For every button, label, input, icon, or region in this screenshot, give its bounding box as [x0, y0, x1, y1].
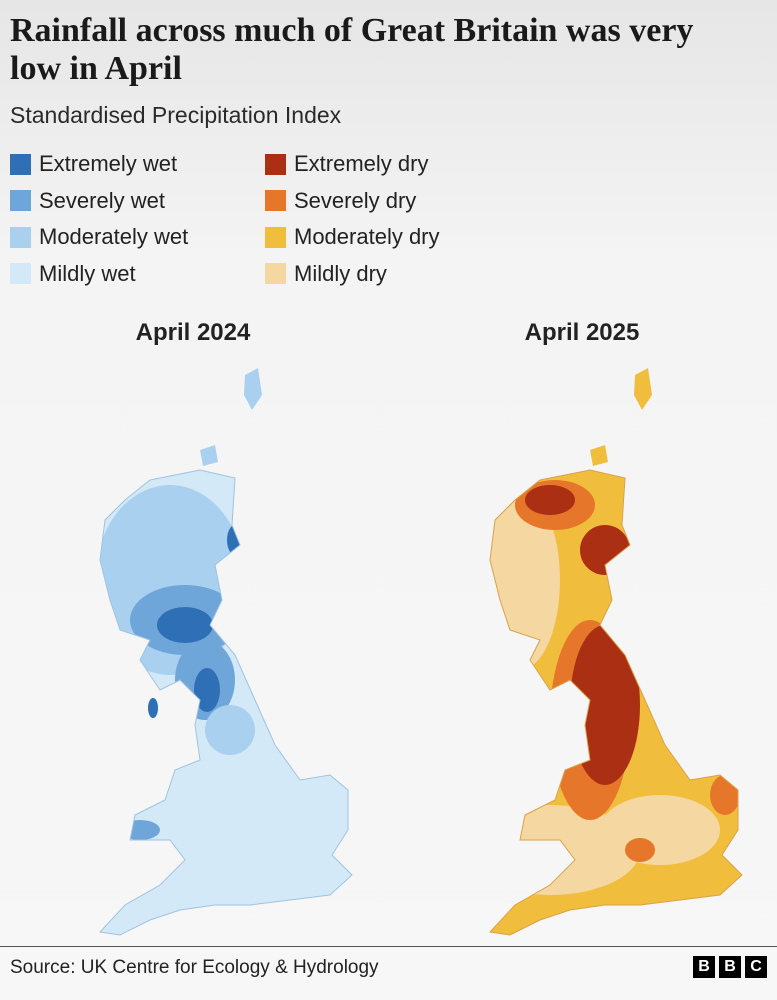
footer: Source: UK Centre for Ecology & Hydrolog…	[0, 946, 777, 978]
legend-item: Mildly dry	[265, 256, 520, 293]
legend-item: Severely wet	[10, 183, 265, 220]
legend-swatch	[265, 226, 286, 248]
map-title: April 2024	[136, 319, 251, 346]
legend-swatch	[10, 226, 31, 248]
logo-letter: C	[745, 956, 767, 978]
legend-item: Extremely wet	[10, 146, 265, 183]
legend-item: Mildly wet	[10, 256, 265, 293]
map-2025	[489, 368, 743, 936]
maps: April 2024 April 2025	[99, 319, 743, 936]
legend-item: Moderately dry	[265, 219, 520, 256]
legend-swatch	[10, 263, 31, 285]
legend-label: Severely wet	[39, 187, 165, 213]
logo-letter: B	[719, 956, 741, 978]
legend-label: Mildly wet	[39, 260, 136, 286]
legend-swatch	[265, 190, 286, 212]
legend-item: Extremely dry	[265, 146, 520, 183]
legend-swatch	[10, 190, 31, 212]
legend-label: Moderately wet	[39, 224, 189, 250]
map-2024	[99, 368, 353, 936]
legend-label: Extremely wet	[39, 151, 178, 177]
legend-swatch	[10, 153, 31, 175]
legend-label: Mildly dry	[294, 260, 387, 286]
legend-item: Moderately wet	[10, 219, 265, 256]
subtitle: Standardised Precipitation Index	[10, 102, 342, 128]
logo-letter: B	[693, 956, 715, 978]
legend-swatch	[265, 153, 286, 175]
legend-label: Severely dry	[294, 187, 417, 213]
legend-label: Moderately dry	[294, 224, 440, 250]
legend-swatch	[265, 263, 286, 285]
legend-item: Severely dry	[265, 183, 520, 220]
map-title: April 2025	[525, 319, 640, 346]
legend-label: Extremely dry	[294, 151, 429, 177]
title: Rainfall across much of Great Britain wa…	[10, 12, 694, 87]
source: Source: UK Centre for Ecology & Hydrolog…	[10, 957, 379, 978]
legend: Extremely wet Severely wet Moderately wet M…	[10, 146, 530, 292]
